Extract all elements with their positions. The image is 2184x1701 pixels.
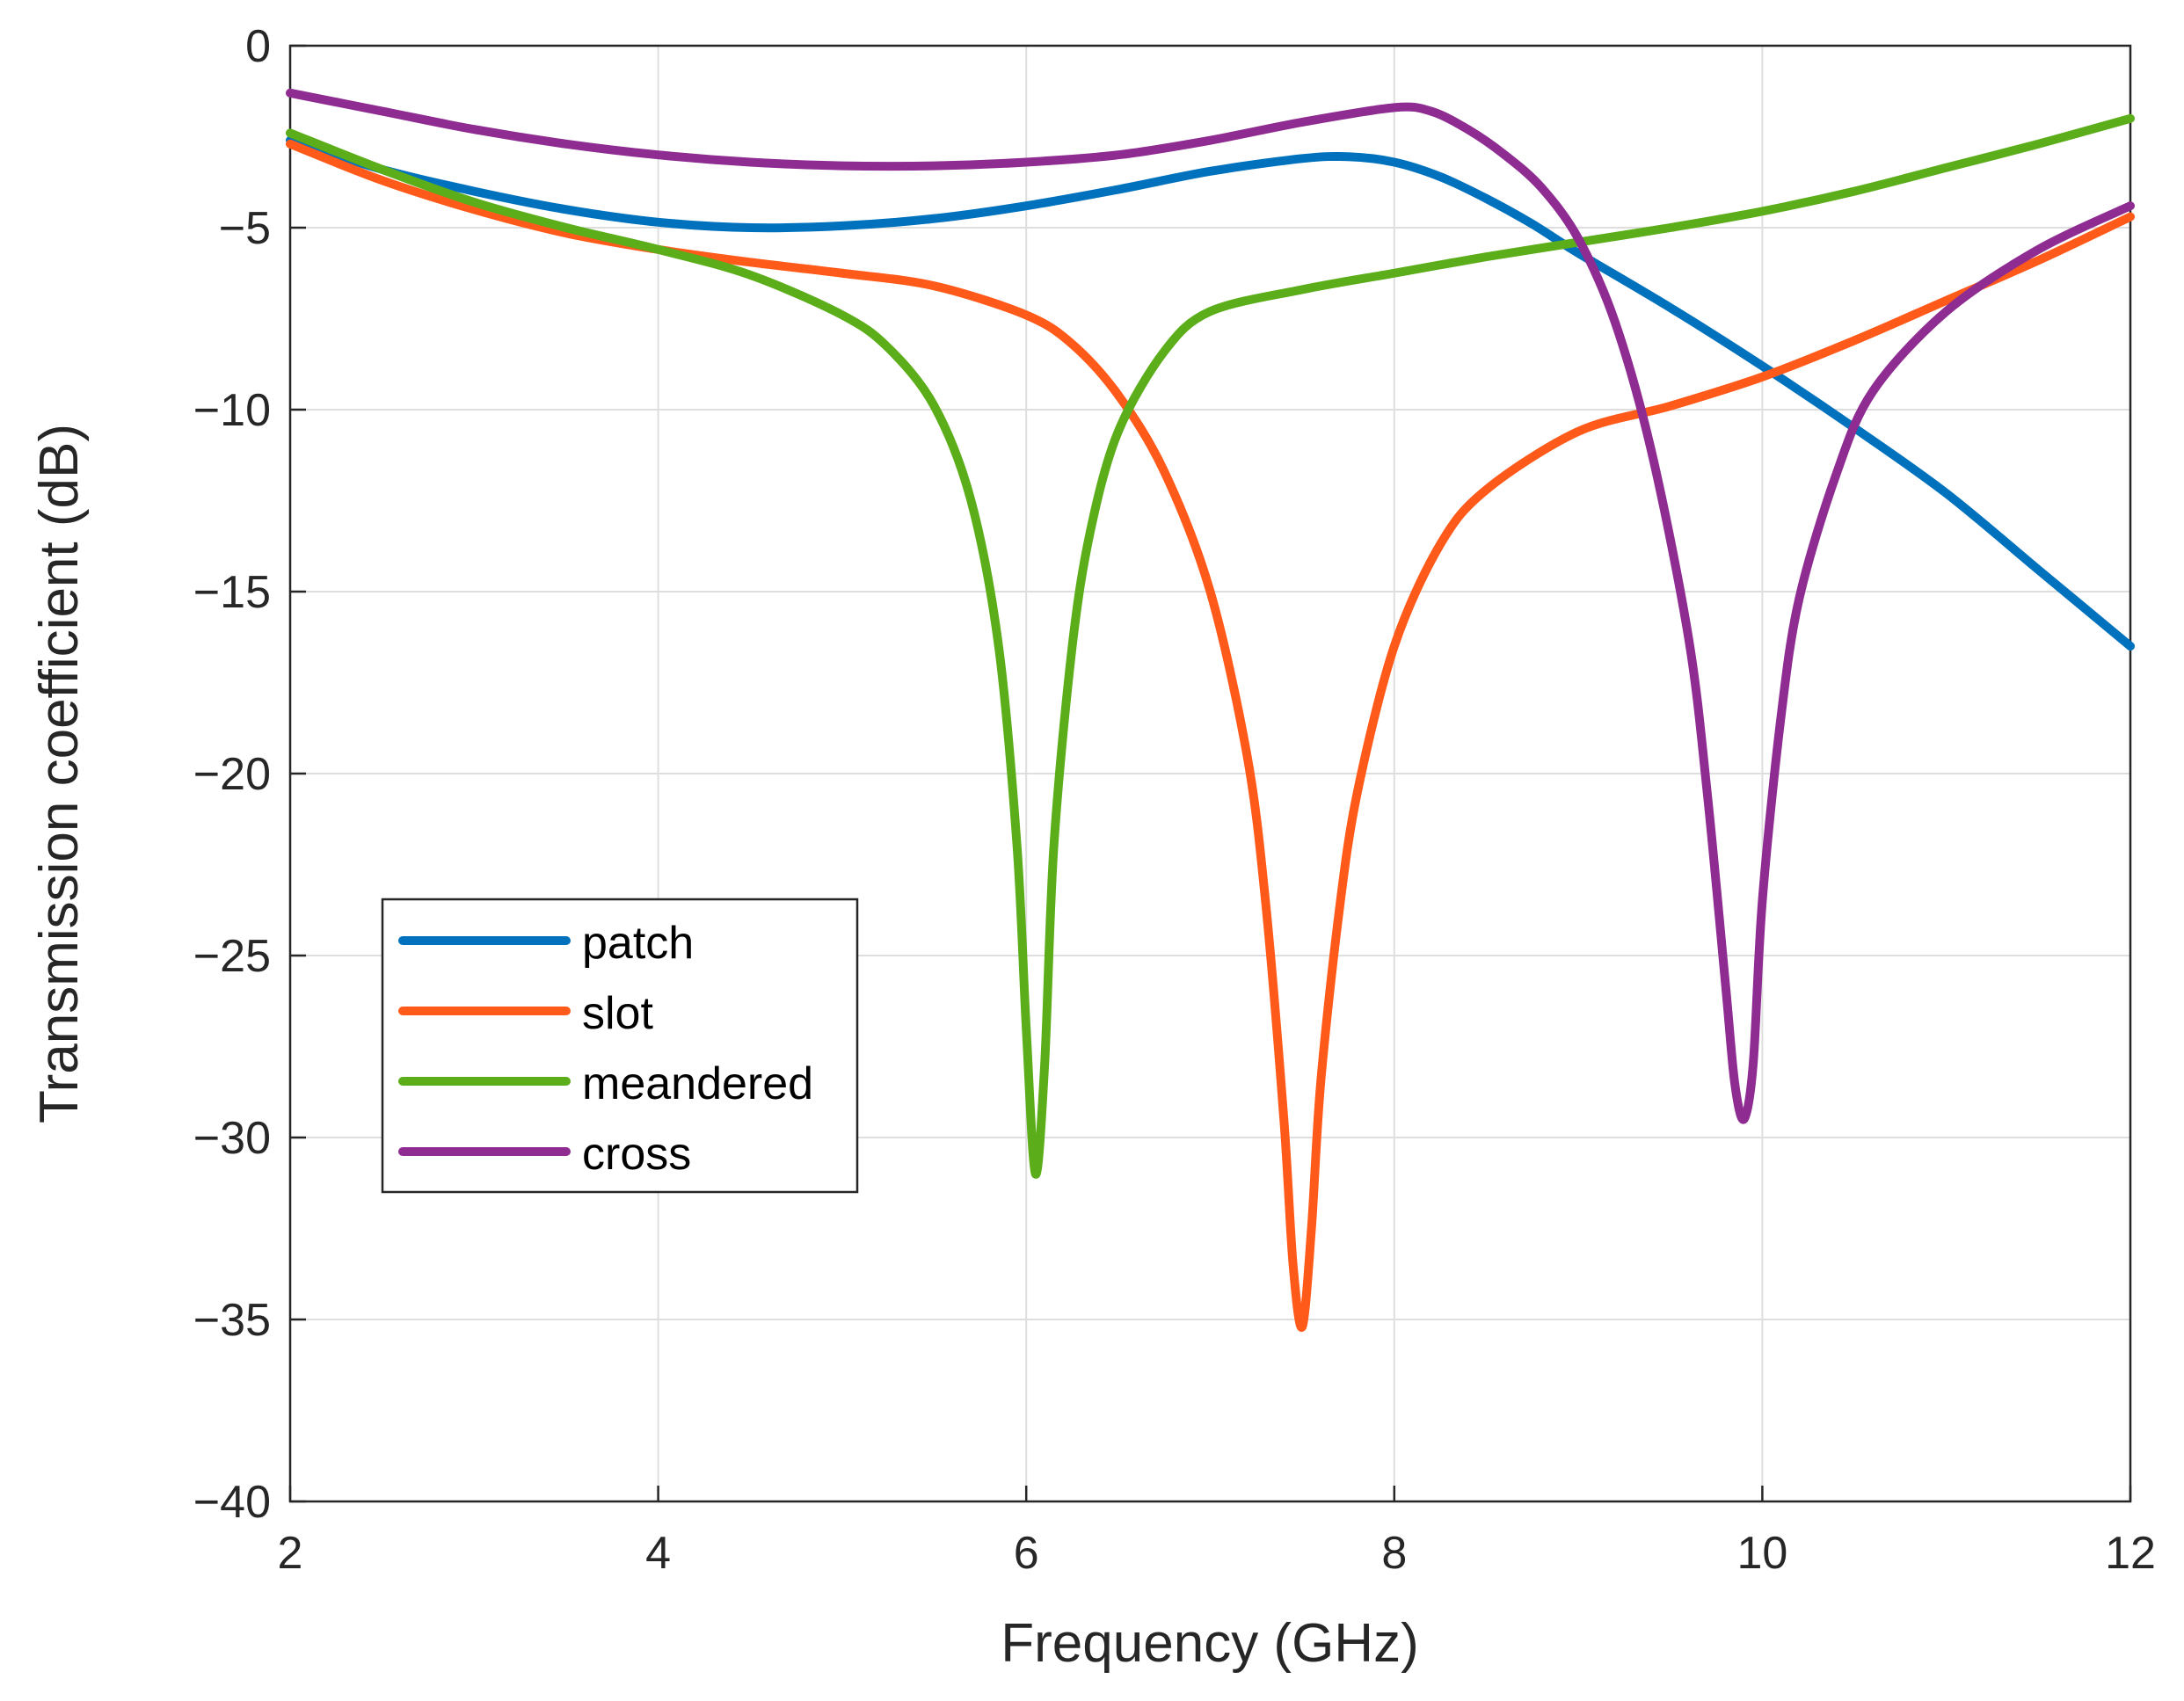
y-tick-label: −5 xyxy=(219,203,271,254)
legend-label-cross: cross xyxy=(582,1129,691,1180)
x-tick-label: 2 xyxy=(278,1528,303,1579)
y-tick-label: −15 xyxy=(193,567,271,618)
y-tick-label: −35 xyxy=(193,1295,271,1346)
x-tick-label: 6 xyxy=(1014,1528,1039,1579)
y-tick-label: −40 xyxy=(193,1477,271,1528)
y-tick-label: 0 xyxy=(245,21,271,72)
series-line-cross xyxy=(286,88,2135,1124)
y-tick-label: −20 xyxy=(193,749,271,800)
series-line-meandered xyxy=(286,113,2135,1179)
x-tick-label: 4 xyxy=(645,1528,671,1579)
x-tick-label: 12 xyxy=(2105,1528,2156,1579)
legend-label-patch: patch xyxy=(582,918,694,969)
legend-box xyxy=(381,898,859,1194)
legend-label-meandered: meandered xyxy=(582,1058,813,1109)
series-line-slot xyxy=(286,139,2135,1332)
y-tick-label: −10 xyxy=(193,385,271,436)
y-tick-label: −25 xyxy=(193,931,271,982)
x-axis-title: Frequency (GHz) xyxy=(1001,1613,1418,1674)
series-group xyxy=(286,88,2135,1332)
y-axis-title: Transmission coefficient (dB) xyxy=(29,424,90,1123)
axis-ticks: 2 4 6 8 10 12 0 −5 −10 −15 −20 −25 −30 −35 −40 xyxy=(193,21,2156,1579)
x-tick-label: 10 xyxy=(1736,1528,1787,1579)
series-line-patch xyxy=(286,135,2135,651)
legend: patch slot meandered cross xyxy=(381,898,859,1194)
x-tick-label: 8 xyxy=(1381,1528,1407,1579)
y-tick-label: −30 xyxy=(193,1113,271,1164)
legend-label-slot: slot xyxy=(582,988,653,1039)
grid xyxy=(290,46,2130,1501)
